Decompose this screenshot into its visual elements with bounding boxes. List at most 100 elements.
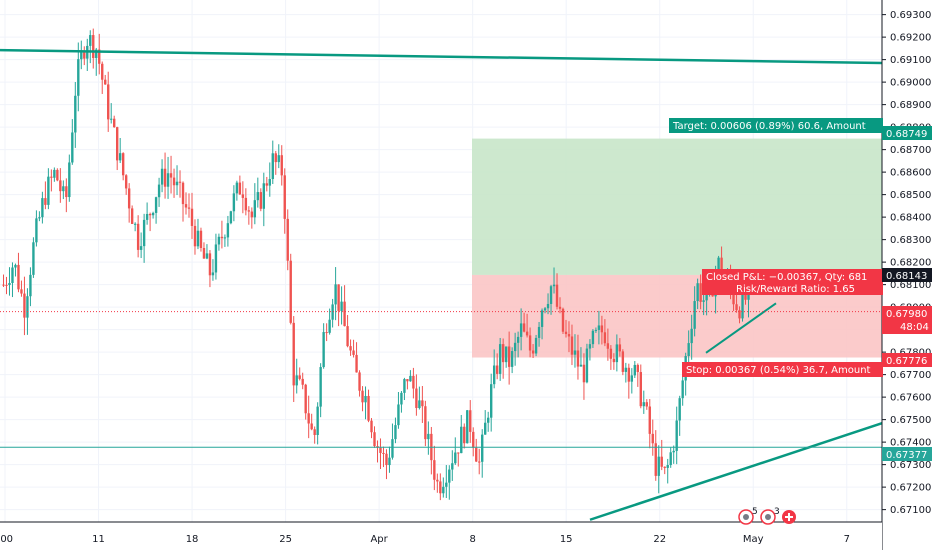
candle-body <box>388 457 391 466</box>
candle-body <box>612 358 616 363</box>
target-zone[interactable] <box>472 138 882 275</box>
candle-body <box>385 453 388 466</box>
candle-body <box>301 378 304 385</box>
candle-body <box>660 456 663 467</box>
candle-body <box>89 35 92 46</box>
candle-body <box>145 213 149 220</box>
candle-body <box>334 284 337 305</box>
candle-body <box>478 461 481 463</box>
candle-body <box>352 350 355 355</box>
candle-body <box>648 406 651 434</box>
candle-body <box>355 354 358 373</box>
candle-body <box>310 423 313 430</box>
candle-body <box>516 336 520 343</box>
stop-tag[interactable]: Stop: 0.00367 (0.54%) 36.7, Amount <box>682 362 883 377</box>
candle-body <box>546 303 550 309</box>
candle-body <box>487 417 490 423</box>
candle-body <box>259 192 263 209</box>
candle-body <box>35 218 38 243</box>
candle-body <box>702 300 705 302</box>
candle-body <box>394 425 397 440</box>
candle-body <box>124 175 128 189</box>
x-tick-label: 18 <box>186 534 199 545</box>
candle-body <box>53 169 56 178</box>
candle-body <box>71 132 74 163</box>
candle-body <box>62 186 65 192</box>
candle-body <box>316 406 319 435</box>
candle-body <box>522 323 526 332</box>
candle-body <box>705 294 708 301</box>
candle-body <box>367 395 370 421</box>
candle-body <box>139 246 143 250</box>
candle-body <box>193 225 197 247</box>
candle-body <box>699 283 702 302</box>
candle-body <box>513 342 517 352</box>
candle-body <box>501 344 505 363</box>
candle-body <box>361 390 364 403</box>
candle-body <box>349 346 352 351</box>
candle-body <box>340 301 343 311</box>
candle-body <box>115 127 119 161</box>
x-tick-label: 8 <box>469 534 475 545</box>
candle-body <box>564 331 568 335</box>
small-trendline[interactable] <box>705 302 777 354</box>
candle-body <box>675 420 678 451</box>
x-tick-label: 22 <box>653 534 666 545</box>
candle-body <box>382 452 385 454</box>
candle-body <box>223 237 227 239</box>
svg-text:5: 5 <box>752 507 758 517</box>
entry-price-label: 0.68143 <box>882 268 932 282</box>
y-tick-label: 0.67300 <box>890 460 931 471</box>
candle-body <box>484 422 487 435</box>
candle-body <box>29 274 32 297</box>
lower-trendline[interactable] <box>589 422 883 521</box>
candle-body <box>8 282 11 286</box>
candle-body <box>633 364 637 376</box>
current-price-label: 0.67980 48:04 <box>882 306 932 334</box>
x-tick-label: :00 <box>0 534 13 545</box>
candle-body <box>558 306 562 309</box>
candle-body <box>130 208 134 224</box>
time-axis[interactable] <box>0 522 882 550</box>
svg-text:Risk/Reward Ratio: 1.65: Risk/Reward Ratio: 1.65 <box>736 284 855 295</box>
y-tick-label: 0.68600 <box>890 168 931 179</box>
candle-body <box>519 323 523 337</box>
candle-body <box>280 155 283 176</box>
candle-body <box>424 406 427 440</box>
candle-body <box>639 372 642 407</box>
chat-icon[interactable]: 3 <box>760 507 780 525</box>
candle-body <box>148 213 152 216</box>
candle-body <box>253 200 257 218</box>
candle-body <box>621 351 625 372</box>
candle-body <box>101 63 104 80</box>
candle-body <box>741 289 744 319</box>
target-tag[interactable]: Target: 0.00606 (0.89%) 60.6, Amount <box>669 118 883 133</box>
y-tick-label: 0.67700 <box>890 370 931 381</box>
candle-body <box>573 350 577 355</box>
candle-body <box>693 301 696 329</box>
chat-icon[interactable]: 5 <box>738 507 758 525</box>
x-tick-label: 11 <box>92 534 105 545</box>
candle-body <box>525 331 529 336</box>
candle-body <box>409 375 412 382</box>
candle-body <box>510 351 514 367</box>
candle-body <box>2 284 5 286</box>
candle-body <box>615 344 619 363</box>
candle-body <box>403 379 406 393</box>
plus-icon[interactable] <box>782 510 796 524</box>
candle-body <box>457 452 460 454</box>
closed-pnl-tag[interactable]: Closed P&L: −0.00367, Qty: 681 Risk/Rewa… <box>702 269 883 295</box>
candle-body <box>220 236 224 239</box>
candle-body <box>466 410 469 444</box>
candle-body <box>247 210 251 212</box>
candle-body <box>169 173 173 178</box>
candle-body <box>570 336 574 355</box>
y-tick-label: 0.68300 <box>890 235 931 246</box>
candle-body <box>528 335 532 351</box>
candle-body <box>214 244 218 273</box>
upper-trendline[interactable] <box>0 48 883 65</box>
candle-body <box>603 332 607 344</box>
candle-body <box>445 482 448 487</box>
candle-body <box>217 236 221 245</box>
